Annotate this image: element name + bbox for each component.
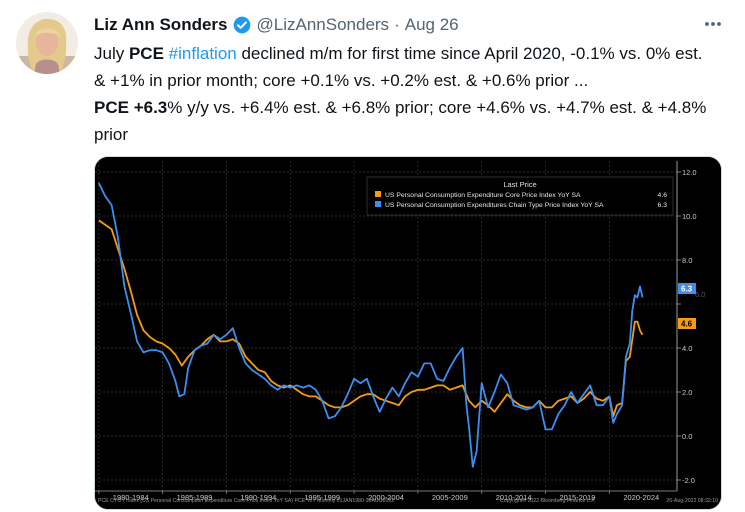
x-tick-label-5: 2005-2009	[432, 493, 468, 502]
last-value-core: 4.6	[681, 320, 693, 329]
x-tick-label-0: 1980-1984	[113, 493, 149, 502]
legend: Last Price US Personal Consumption Expen…	[366, 176, 674, 216]
more-options-icon	[705, 22, 721, 26]
legend-swatch-headline	[375, 201, 381, 207]
last-value-headline: 6.3	[681, 285, 693, 294]
chart-image[interactable]: 12.0 10.0 8.0 4.0 2.0 0.0 -2.0 1980-1984 1985-1…	[94, 156, 722, 510]
text-span: July	[94, 44, 129, 63]
author-name[interactable]: Liz Ann Sonders	[94, 15, 228, 34]
avatar-photo	[16, 12, 78, 74]
grid-lines	[95, 161, 677, 491]
y-axis-ticks: 12.0 10.0 8.0 4.0 2.0 0.0 -2.0	[677, 168, 697, 485]
last-value-badge-core	[678, 318, 696, 329]
y-tick-label-2: 8.0	[682, 256, 692, 265]
y-tick-label-0: 12.0	[682, 168, 697, 177]
tweet-date[interactable]: Aug 26	[404, 15, 459, 34]
hashtag-link[interactable]: #inflation	[168, 44, 237, 63]
tweet-paragraph-1: July PCE #inflation declined m/m for fir…	[94, 40, 714, 94]
x-axis-ticks: 1980-1984 1985-1989 1990-1994 1995-1999 2000…	[98, 491, 659, 502]
legend-label-headline: US Personal Consumption Expenditures Cha…	[385, 202, 604, 209]
x-tick-label-3: 1995-1999	[304, 493, 340, 502]
text-span: % y/y vs. +6.4% est. & +6.8% prior; core…	[94, 98, 707, 144]
x-tick-label-4: 2000-2004	[368, 493, 404, 502]
x-tick-label-7: 2015-2019	[560, 493, 596, 502]
x-tick-label-2: 1990-1994	[240, 493, 276, 502]
tweet-header: Liz Ann Sonders @LizAnnSonders · Aug 26	[94, 14, 459, 36]
pce-chart: 12.0 10.0 8.0 4.0 2.0 0.0 -2.0 1980-1984 1985-1…	[95, 157, 721, 509]
tweet-paragraph-2: PCE +6.3% y/y vs. +6.4% est. & +6.8% pri…	[94, 94, 714, 148]
verified-badge-icon	[233, 16, 250, 34]
tweet-text: July PCE #inflation declined m/m for fir…	[94, 40, 714, 148]
series-lines	[97, 182, 644, 468]
headline-pce-line	[97, 182, 644, 468]
y-tick-label-1: 10.0	[682, 212, 697, 221]
separator-dot: ·	[394, 15, 400, 34]
legend-box	[366, 176, 674, 216]
x-tick-label-1: 1985-1989	[177, 493, 213, 502]
legend-value-headline: 6.3	[658, 202, 668, 209]
legend-value-core: 4.6	[658, 192, 668, 199]
y-tick-label-4: 4.0	[682, 344, 692, 353]
y-tick-label-6: 0.0	[682, 432, 692, 441]
author-handle[interactable]: @LizAnnSonders	[256, 15, 390, 34]
more-options-button[interactable]	[698, 12, 728, 36]
footer-copyright: Copyright© 2022 Bloomberg Finance L.P.	[500, 497, 595, 504]
y-tick-label-5: 2.0	[682, 388, 692, 397]
hidden-tick-label: 6.0	[695, 290, 705, 299]
legend-label-core: US Personal Consumption Expenditure Core…	[385, 192, 581, 199]
footer-source: PCE CYOY Index (US Personal Consumption …	[98, 498, 394, 504]
y-tick-label-7: -2.0	[682, 476, 695, 485]
bold-text: PCE	[128, 44, 164, 63]
legend-swatch-core	[375, 191, 381, 197]
last-value-markers: 6.0 6.3 4.6	[678, 283, 705, 329]
text-span: declined m/m for first time since April …	[94, 44, 703, 90]
last-value-badge-headline	[678, 283, 696, 294]
x-tick-label-8: 2020-2024	[623, 493, 659, 502]
bold-text: +6.3	[133, 98, 168, 117]
chart-footer: PCE CYOY Index (US Personal Consumption …	[98, 497, 718, 504]
x-tick-label-6: 2010-2014	[496, 493, 532, 502]
legend-title: Last Price	[503, 180, 536, 189]
avatar[interactable]	[16, 12, 78, 74]
bold-text: PCE	[94, 98, 129, 117]
footer-stamp: 26-Aug-2022 08:32:10	[666, 498, 718, 504]
